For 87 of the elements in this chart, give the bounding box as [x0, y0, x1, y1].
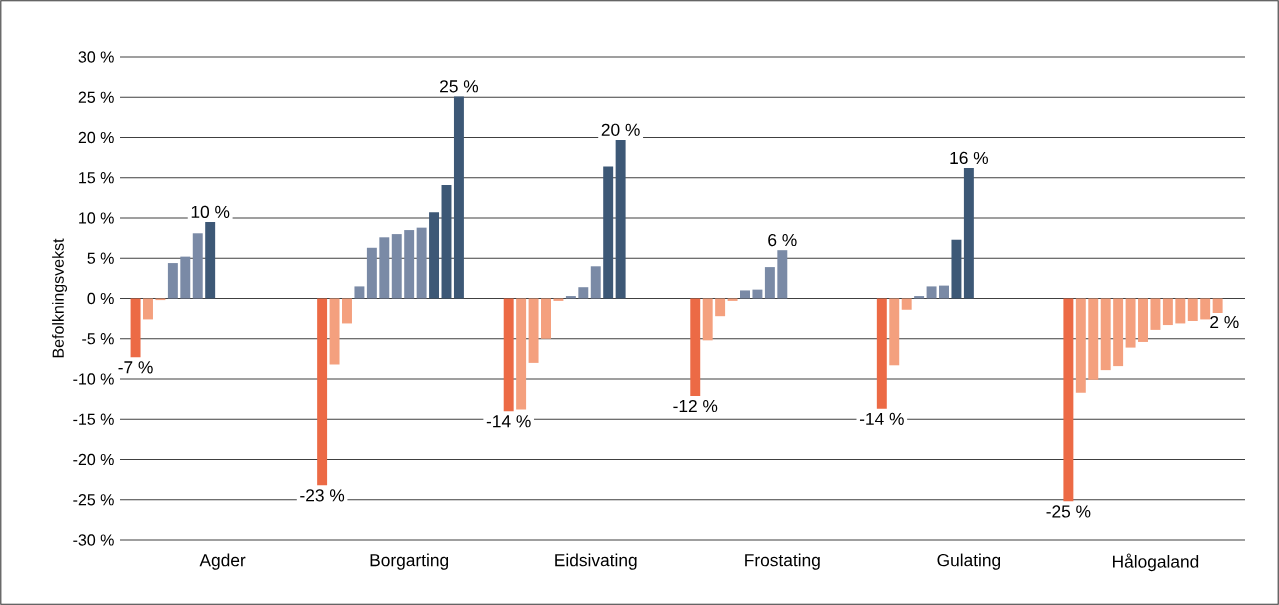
- bar: [727, 298, 738, 301]
- bar: [342, 298, 352, 324]
- bar: [366, 247, 377, 299]
- bar: [764, 267, 775, 299]
- bar: [429, 212, 440, 299]
- bar: [715, 298, 726, 317]
- y-tick-label: 20 %: [78, 131, 114, 144]
- bar: [379, 237, 390, 299]
- data-label: 20 %: [601, 123, 640, 136]
- bar: [516, 298, 527, 410]
- y-tick-label: -10 %: [73, 373, 114, 385]
- x-tick-label: Agder: [199, 553, 246, 570]
- bar: [939, 285, 949, 299]
- bar: [1125, 298, 1136, 348]
- bar: [143, 298, 153, 320]
- data-label: -25 %: [1046, 505, 1091, 518]
- annotation: 2 %: [1210, 315, 1239, 329]
- data-label: -7 %: [118, 361, 153, 374]
- data-label: 6 %: [768, 233, 797, 247]
- y-tick-label: 30 %: [78, 51, 114, 63]
- x-tick-label: Hålogaland: [1113, 553, 1199, 572]
- bar: [192, 233, 203, 299]
- bar: [702, 298, 713, 341]
- bar: [541, 298, 551, 339]
- data-label: -23 %: [300, 489, 345, 502]
- data-label: -14 %: [486, 415, 531, 428]
- bar: [1063, 298, 1074, 502]
- y-tick-label: 10 %: [79, 212, 114, 224]
- y-tick-label: -15 %: [73, 413, 114, 425]
- bar: [963, 168, 974, 299]
- y-axis-title: Befolkningsvekst: [52, 238, 68, 358]
- bar: [1150, 298, 1161, 330]
- bar: [317, 298, 328, 486]
- bar: [1113, 298, 1124, 367]
- bar: [590, 266, 601, 299]
- bar: [167, 263, 178, 299]
- bar: [926, 286, 937, 299]
- bar: [416, 227, 427, 299]
- bar: [553, 298, 564, 301]
- bar: [1200, 298, 1211, 320]
- bar: [130, 298, 141, 358]
- bar: [441, 184, 452, 299]
- bar: [777, 250, 788, 299]
- bar: [615, 139, 626, 299]
- bar: [205, 222, 216, 299]
- bar: [528, 298, 539, 363]
- y-tick-label: -25 %: [73, 494, 114, 506]
- y-tick-label: -5 %: [82, 333, 114, 345]
- data-label: 16 %: [950, 151, 989, 165]
- data-label: -14 %: [859, 412, 904, 425]
- bar: [889, 298, 900, 366]
- y-tick-label: 5 %: [87, 252, 114, 264]
- bar: [690, 298, 701, 396]
- bar: [1175, 298, 1186, 324]
- bar: [1088, 298, 1099, 380]
- bar: [1187, 298, 1198, 322]
- bar: [1075, 298, 1086, 393]
- bar: [1138, 298, 1148, 342]
- bar: [578, 287, 589, 299]
- bar: [752, 289, 763, 299]
- y-tick-label: 25 %: [78, 91, 114, 103]
- bar: [391, 234, 402, 299]
- data-label: -12 %: [673, 399, 718, 413]
- bar: [901, 298, 912, 310]
- bar: [1162, 298, 1173, 326]
- bar: [740, 290, 750, 299]
- y-tick-label: 0 %: [87, 292, 114, 305]
- bar: [876, 298, 887, 409]
- y-tick-label: -20 %: [73, 453, 114, 466]
- bar: [603, 166, 614, 299]
- bar: [453, 96, 464, 299]
- bar: [180, 256, 191, 299]
- x-tick-label: Eidsivating: [555, 553, 637, 570]
- data-label: 25 %: [440, 80, 479, 93]
- x-tick-label: Gulating: [937, 553, 1001, 570]
- bar: [1100, 298, 1111, 371]
- bar: [354, 286, 365, 299]
- y-tick-label: -30 %: [73, 534, 114, 546]
- x-tick-label: Borgarting: [370, 553, 449, 570]
- bar: [503, 298, 514, 412]
- data-label: 10 %: [191, 205, 230, 219]
- bar: [404, 230, 415, 299]
- y-tick-label: 15 %: [79, 172, 114, 184]
- bar: [329, 298, 340, 365]
- bar: [1212, 298, 1223, 313]
- bar: [951, 239, 962, 299]
- x-tick-label: Frostating: [745, 553, 820, 570]
